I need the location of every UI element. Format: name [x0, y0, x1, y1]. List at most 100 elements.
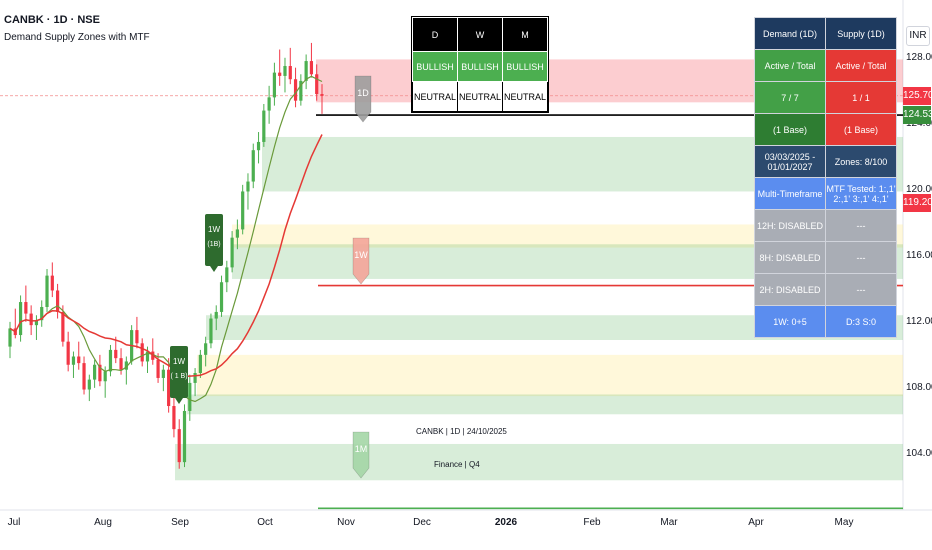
zone-demand: [187, 394, 903, 415]
mtf-header-m: M: [502, 17, 549, 52]
candle-body: [167, 369, 171, 407]
time-tick-label: Sep: [171, 517, 189, 528]
stats-cell-right: 1 / 1: [825, 81, 897, 114]
stats-cell-right: ---: [825, 241, 897, 274]
mtf-trend-d: BULLISH: [411, 51, 459, 82]
candle-body: [18, 302, 23, 336]
candle-body: [230, 237, 234, 268]
candle-body: [8, 328, 12, 347]
zone-tag-label: 1D: [357, 88, 369, 98]
candle-body: [108, 349, 113, 372]
candle-body: [124, 361, 128, 370]
symbol-legend[interactable]: CANBK · 1D · NSE: [4, 14, 100, 26]
price-tick-label: 108.00: [906, 381, 932, 393]
candle-body: [182, 410, 187, 463]
mtf-bubble-line2: ( 1 B): [170, 373, 187, 380]
price-tick-label: 112.00: [906, 315, 932, 327]
candle-body: [61, 311, 65, 342]
mtf-bubble-pointer: [210, 266, 218, 272]
stats-cell-right: ---: [825, 273, 897, 306]
candle-body: [140, 343, 144, 362]
candle-body: [93, 364, 97, 380]
mtf-trend-table: D W M BULLISH BULLISH BULLISH NEUTRAL NE…: [410, 16, 550, 113]
candle-body: [193, 373, 197, 383]
mtf-state-w: NEUTRAL: [457, 81, 504, 112]
candle-body: [87, 379, 91, 390]
price-tick-label: 116.00: [906, 249, 932, 261]
candle-body: [204, 343, 208, 355]
candle-body: [214, 311, 218, 319]
candle-body: [288, 66, 292, 80]
stats-cell-left: 8H: DISABLED: [754, 241, 826, 274]
zone-tag-label: 1M: [355, 444, 368, 454]
candle-body: [235, 229, 239, 238]
time-tick-label: Dec: [413, 517, 431, 528]
stats-cell-left: 03/03/2025 - 01/01/2027: [754, 145, 826, 178]
candle-body: [50, 275, 54, 291]
mtf-state-d: NEUTRAL: [411, 81, 459, 112]
zone-tag-label: 1W: [354, 250, 368, 260]
zone-neutral: [197, 354, 903, 397]
candle-body: [77, 356, 81, 364]
stats-cell-right: ---: [825, 209, 897, 242]
stats-row: 12H: DISABLED ---: [754, 209, 897, 242]
candle-body: [278, 72, 282, 76]
stats-cell-left: 7 / 7: [754, 81, 826, 114]
currency-button[interactable]: INR: [906, 26, 930, 46]
candle-body: [241, 191, 245, 230]
price-tag: 124.53: [903, 106, 932, 125]
info-sector-line: Finance | Q4: [434, 460, 480, 469]
candle-body: [251, 150, 255, 182]
candle-body: [135, 330, 139, 344]
zone-tag: [354, 75, 372, 123]
stats-row: 2H: DISABLED ---: [754, 273, 897, 306]
candle-body: [82, 363, 86, 390]
mtf-bubble-line2: (1B): [207, 241, 220, 248]
stats-cell-left: (1 Base): [754, 113, 826, 146]
time-tick-label: Feb: [583, 517, 601, 528]
price-tag: 125.70: [903, 86, 932, 105]
indicator-legend[interactable]: Demand Supply Zones with MTF: [4, 32, 150, 43]
candle-body: [177, 429, 181, 463]
zone-demand: [175, 443, 903, 481]
candle-body: [156, 359, 160, 378]
time-tick-label: 2026: [494, 517, 518, 528]
time-tick-label: Aug: [94, 517, 112, 528]
candle-body: [293, 79, 298, 101]
candle-body: [272, 72, 277, 98]
mtf-header-d: D: [411, 17, 459, 52]
time-tick-label: Apr: [748, 517, 764, 528]
time-tick-label: May: [834, 517, 854, 528]
candle-body: [304, 61, 308, 81]
candle-body: [267, 97, 271, 111]
info-symbol-line: CANBK | 1D | 24/10/2025: [416, 427, 507, 436]
mtf-bubble-pointer: [175, 398, 183, 404]
time-tick-label: Oct: [257, 517, 273, 528]
stats-cell-left: Multi-Timeframe: [754, 177, 826, 210]
candle-body: [172, 406, 176, 430]
mtf-bubble: [205, 214, 223, 266]
candle-body: [34, 320, 39, 326]
mtf-trend-m: BULLISH: [502, 51, 549, 82]
candle-body: [114, 349, 118, 359]
zone-stats-table: Demand (1D) Supply (1D) Active / Total Acti…: [754, 17, 897, 338]
price-tick-label: 128.00: [906, 51, 932, 63]
stats-row: (1 Base) (1 Base): [754, 113, 897, 146]
mtf-bubble-line1: 1W: [208, 225, 220, 234]
stats-cell-left: 12H: DISABLED: [754, 209, 826, 242]
stats-cell-left: 1W: 0+5: [754, 305, 826, 338]
candle-body: [55, 290, 60, 312]
stats-row: 8H: DISABLED ---: [754, 241, 897, 274]
candle-body: [103, 371, 107, 382]
candle-body: [198, 354, 202, 374]
candle-body: [29, 313, 33, 326]
stats-cell-left: 2H: DISABLED: [754, 273, 826, 306]
candle-body: [40, 306, 44, 321]
stats-cell-right: Supply (1D): [825, 17, 897, 50]
price-tag: 119.20: [903, 194, 932, 212]
mtf-header-w: W: [457, 17, 504, 52]
stats-cell-right: Active / Total: [825, 49, 897, 82]
candle-body: [161, 369, 165, 378]
stats-row: Active / Total Active / Total: [754, 49, 897, 82]
